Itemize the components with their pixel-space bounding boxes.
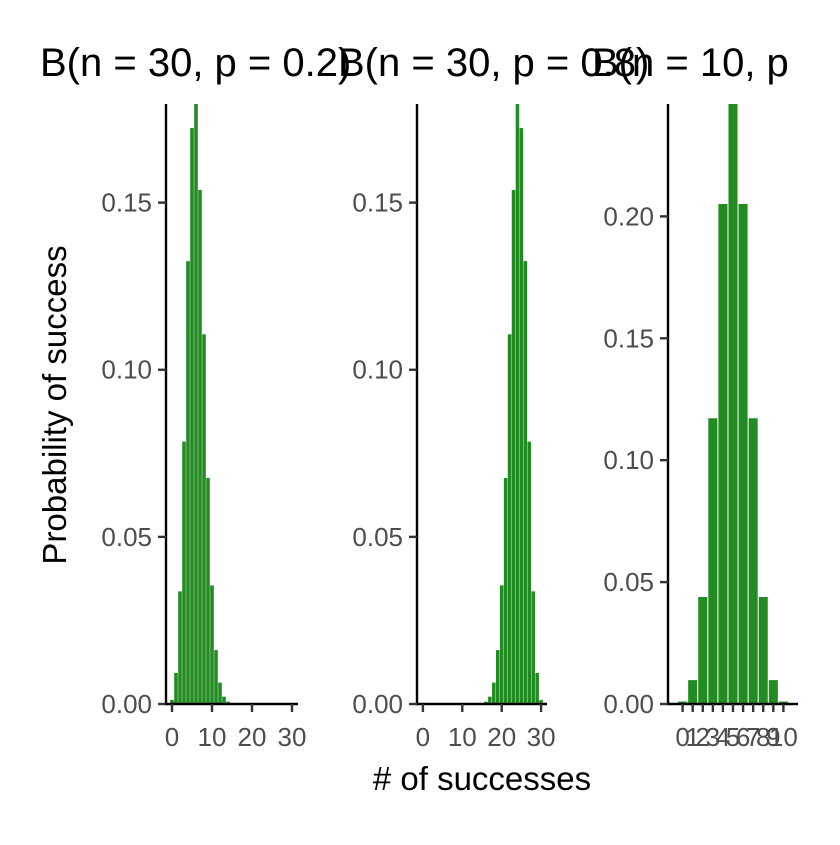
bar <box>178 591 182 704</box>
bar <box>222 696 226 704</box>
x-tick-label: 30 <box>527 722 556 752</box>
bar <box>218 682 222 704</box>
y-tick-label: 0.05 <box>603 567 654 597</box>
y-axis-title: Probability of success <box>36 245 73 564</box>
x-tick-label: 0 <box>416 722 430 752</box>
y-tick-label: 0.00 <box>101 689 152 719</box>
x-tick-label: 20 <box>487 722 516 752</box>
x-tick-label: 0 <box>165 722 179 752</box>
x-tick-label: 4 <box>716 722 730 752</box>
bar <box>214 650 218 704</box>
y-tick-label: 0.00 <box>352 689 403 719</box>
bar <box>198 189 202 704</box>
bar <box>511 189 516 704</box>
bar <box>499 585 504 704</box>
bar <box>531 591 535 704</box>
bar <box>758 596 768 704</box>
panel-title-2: B(n = 30, p = 0.8) <box>338 41 649 85</box>
x-tick-label: 10 <box>769 722 798 752</box>
bar <box>718 203 728 704</box>
bar <box>523 261 528 704</box>
panel-1: 0.00 0.05 0.10 0.15 0 10 20 30 <box>101 104 306 752</box>
x-tick-label: 0 <box>675 722 689 752</box>
panel-2: 0.00 0.05 0.10 0.15 0 10 20 30 <box>352 104 556 752</box>
panel-title-1: B(n = 30, p = 0.2) <box>40 41 351 85</box>
x-tick-label: 3 <box>706 722 720 752</box>
x-tick-label: 5 <box>726 722 740 752</box>
x-tick-label: 30 <box>278 722 307 752</box>
bar <box>202 334 206 704</box>
y-tick-label: 0.15 <box>352 188 403 218</box>
y-tick-label: 0.15 <box>603 323 654 353</box>
x-tick-label: 2 <box>696 722 710 752</box>
x-tick-label: 6 <box>736 722 750 752</box>
y-tick-label: 0.00 <box>603 689 654 719</box>
bar <box>210 585 214 704</box>
bar <box>186 261 190 704</box>
y-tick-label: 0.10 <box>101 355 152 385</box>
y-tick-label: 0.10 <box>603 445 654 475</box>
x-tick-label: 10 <box>198 722 227 752</box>
bar <box>768 680 778 704</box>
bar <box>748 418 758 704</box>
bar <box>170 699 174 704</box>
bar <box>174 672 178 704</box>
bar <box>488 696 492 704</box>
bar <box>778 701 788 704</box>
bar <box>492 682 496 704</box>
bar <box>206 478 210 704</box>
bar <box>519 128 524 704</box>
panels-layer: 0.000.050.100.150 10 20 300.000.050.100.150… <box>101 104 798 752</box>
x-tick-label: 10 <box>448 722 477 752</box>
bars-series <box>480 104 543 704</box>
bars-series <box>170 104 234 704</box>
y-tick-label: 0.05 <box>352 522 403 552</box>
bar <box>738 203 748 704</box>
panel-titles-layer: B(n = 30, p = 0.2)B(n = 30, p = 0.8)B(n … <box>40 41 789 85</box>
bar <box>515 104 520 704</box>
bar <box>535 672 539 704</box>
bar <box>182 441 186 704</box>
y-tick-label: 0.05 <box>101 522 152 552</box>
bar <box>708 418 718 704</box>
bars-series <box>678 104 788 704</box>
bar <box>527 441 532 704</box>
y-tick-label: 0.20 <box>603 201 654 231</box>
bar <box>728 104 738 704</box>
y-tick-label: 0.15 <box>101 188 152 218</box>
x-tick-label: 8 <box>756 722 770 752</box>
bar <box>194 104 198 704</box>
bar <box>507 334 512 704</box>
bar <box>678 701 688 704</box>
x-tick-label: 7 <box>746 722 760 752</box>
bar <box>539 699 543 704</box>
x-tick-label: 9 <box>766 722 780 752</box>
x-axis-title: # of successes <box>373 760 591 797</box>
panel-title-3: B(n = 10, p <box>592 41 789 85</box>
bar <box>688 680 698 704</box>
bar <box>698 596 708 704</box>
x-tick-label: 1 <box>685 722 699 752</box>
x-tick-label: 20 <box>238 722 267 752</box>
bar <box>190 128 194 704</box>
bar <box>495 650 500 704</box>
bar <box>503 478 508 704</box>
y-tick-label: 0.10 <box>352 355 403 385</box>
